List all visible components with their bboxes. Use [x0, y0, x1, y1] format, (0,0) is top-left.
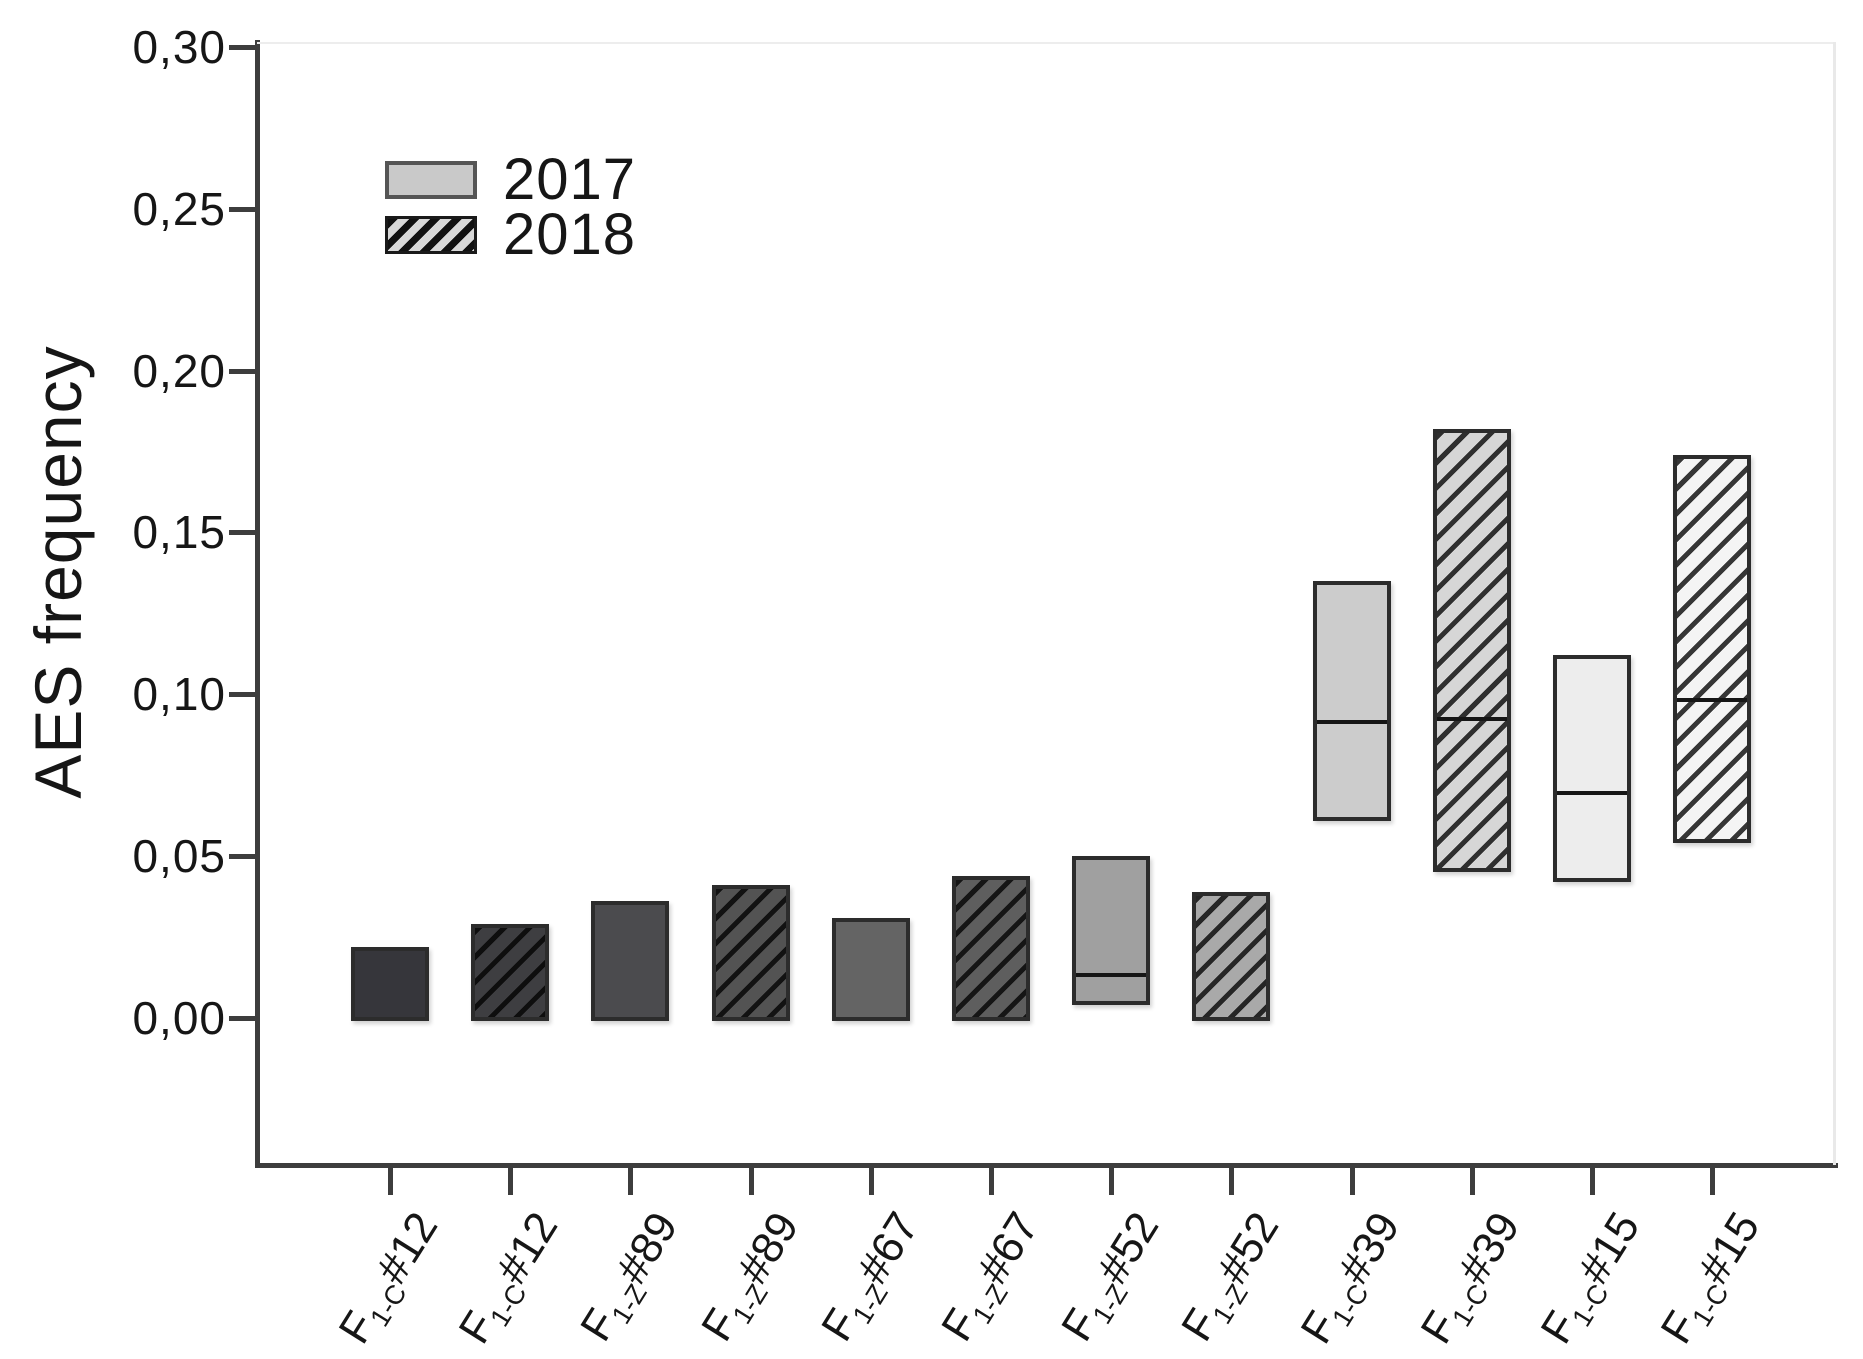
x-tick-label-f1-c-12-2018: F1-C#12 — [449, 1204, 568, 1352]
bar-f1-z-67-2017 — [832, 917, 910, 1021]
bar-f1-z-52-2018 — [1192, 891, 1270, 1021]
legend-swatch-2018 — [385, 215, 477, 254]
x-tick-label-f1-c-15-2017: F1-C#15 — [1531, 1204, 1650, 1352]
x-tick-f1-z-67-2017 — [869, 1165, 874, 1195]
x-tick-f1-c-15-2018 — [1710, 1165, 1715, 1195]
legend-swatch-2017 — [385, 160, 477, 199]
x-tick-label-f1-z-52-2017: F1-Z#52 — [1052, 1204, 1169, 1350]
x-tick-f1-z-52-2018 — [1229, 1165, 1234, 1195]
median-line-f1-c-39-2017 — [1317, 720, 1387, 725]
x-tick-f1-z-67-2018 — [989, 1165, 994, 1195]
x-tick-label-f1-z-67-2017: F1-Z#67 — [812, 1204, 929, 1350]
y-tick-label: 0,00 — [132, 992, 226, 1044]
x-tick-f1-z-52-2017 — [1109, 1165, 1114, 1195]
y-tick-0,25 — [229, 206, 255, 212]
bar-f1-c-12-2017 — [351, 946, 429, 1021]
bar-f1-z-52-2017 — [1072, 856, 1150, 1006]
y-tick-label: 0,10 — [132, 668, 226, 721]
x-tick-label-f1-z-67-2018: F1-Z#67 — [932, 1204, 1049, 1350]
bar-f1-c-12-2018 — [471, 924, 549, 1021]
legend-label-2018: 2018 — [503, 202, 637, 267]
x-tick-label-f1-z-89-2017: F1-Z#89 — [571, 1204, 688, 1350]
x-tick-label-f1-c-39-2018: F1-C#39 — [1411, 1204, 1530, 1352]
y-tick-0,05 — [229, 854, 255, 860]
y-tick-0,30 — [229, 44, 255, 50]
bar-f1-z-67-2018 — [952, 875, 1030, 1021]
y-tick-label: 0,30 — [132, 20, 226, 73]
x-tick-f1-c-39-2018 — [1470, 1165, 1475, 1195]
y-axis-line — [255, 40, 260, 1167]
bar-f1-z-89-2018 — [712, 885, 790, 1021]
y-tick-0,00 — [229, 1016, 255, 1021]
x-tick-label-f1-c-12-2017: F1-C#12 — [329, 1204, 448, 1352]
legend: 2017 2018 — [385, 147, 636, 267]
bar-f1-z-89-2017 — [591, 901, 669, 1021]
x-tick-f1-c-15-2017 — [1590, 1165, 1595, 1195]
x-tick-f1-z-89-2017 — [628, 1165, 633, 1195]
y-tick-label: 0,05 — [132, 830, 226, 883]
bar-f1-c-39-2017 — [1313, 581, 1391, 821]
y-tick-label: 0,25 — [132, 182, 226, 235]
median-line-f1-c-15-2017 — [1557, 791, 1627, 796]
x-tick-f1-z-89-2018 — [749, 1165, 754, 1195]
y-tick-0,20 — [229, 368, 255, 374]
x-tick-label-f1-c-39-2017: F1-C#39 — [1291, 1204, 1410, 1352]
x-tick-f1-c-39-2017 — [1350, 1165, 1355, 1195]
median-line-f1-z-52-2017 — [1076, 972, 1146, 977]
plot-border-top — [257, 42, 1835, 44]
bar-f1-c-15-2017 — [1553, 655, 1631, 883]
x-tick-f1-c-12-2018 — [508, 1165, 513, 1195]
y-tick-0,15 — [229, 530, 255, 536]
x-tick-label-f1-c-15-2018: F1-C#15 — [1651, 1204, 1770, 1352]
x-axis-line — [255, 1163, 1838, 1168]
bar-f1-c-15-2018 — [1673, 454, 1751, 844]
legend-item-2017: 2017 — [385, 147, 636, 212]
x-tick-f1-c-12-2017 — [388, 1165, 393, 1195]
y-axis-title: AES frequency — [21, 345, 95, 799]
x-tick-label-f1-z-52-2018: F1-Z#52 — [1172, 1204, 1289, 1350]
legend-label-2017: 2017 — [503, 147, 637, 212]
median-line-f1-c-15-2018 — [1677, 697, 1747, 702]
y-tick-0,10 — [229, 692, 255, 698]
y-tick-label: 0,20 — [132, 344, 226, 397]
median-line-f1-c-39-2018 — [1437, 716, 1507, 721]
x-tick-label-f1-z-89-2018: F1-Z#89 — [692, 1204, 809, 1350]
legend-item-2018: 2018 — [385, 202, 636, 267]
plot-border-right — [1833, 42, 1836, 1165]
y-tick-label: 0,15 — [132, 506, 226, 559]
bar-f1-c-39-2018 — [1433, 428, 1511, 873]
